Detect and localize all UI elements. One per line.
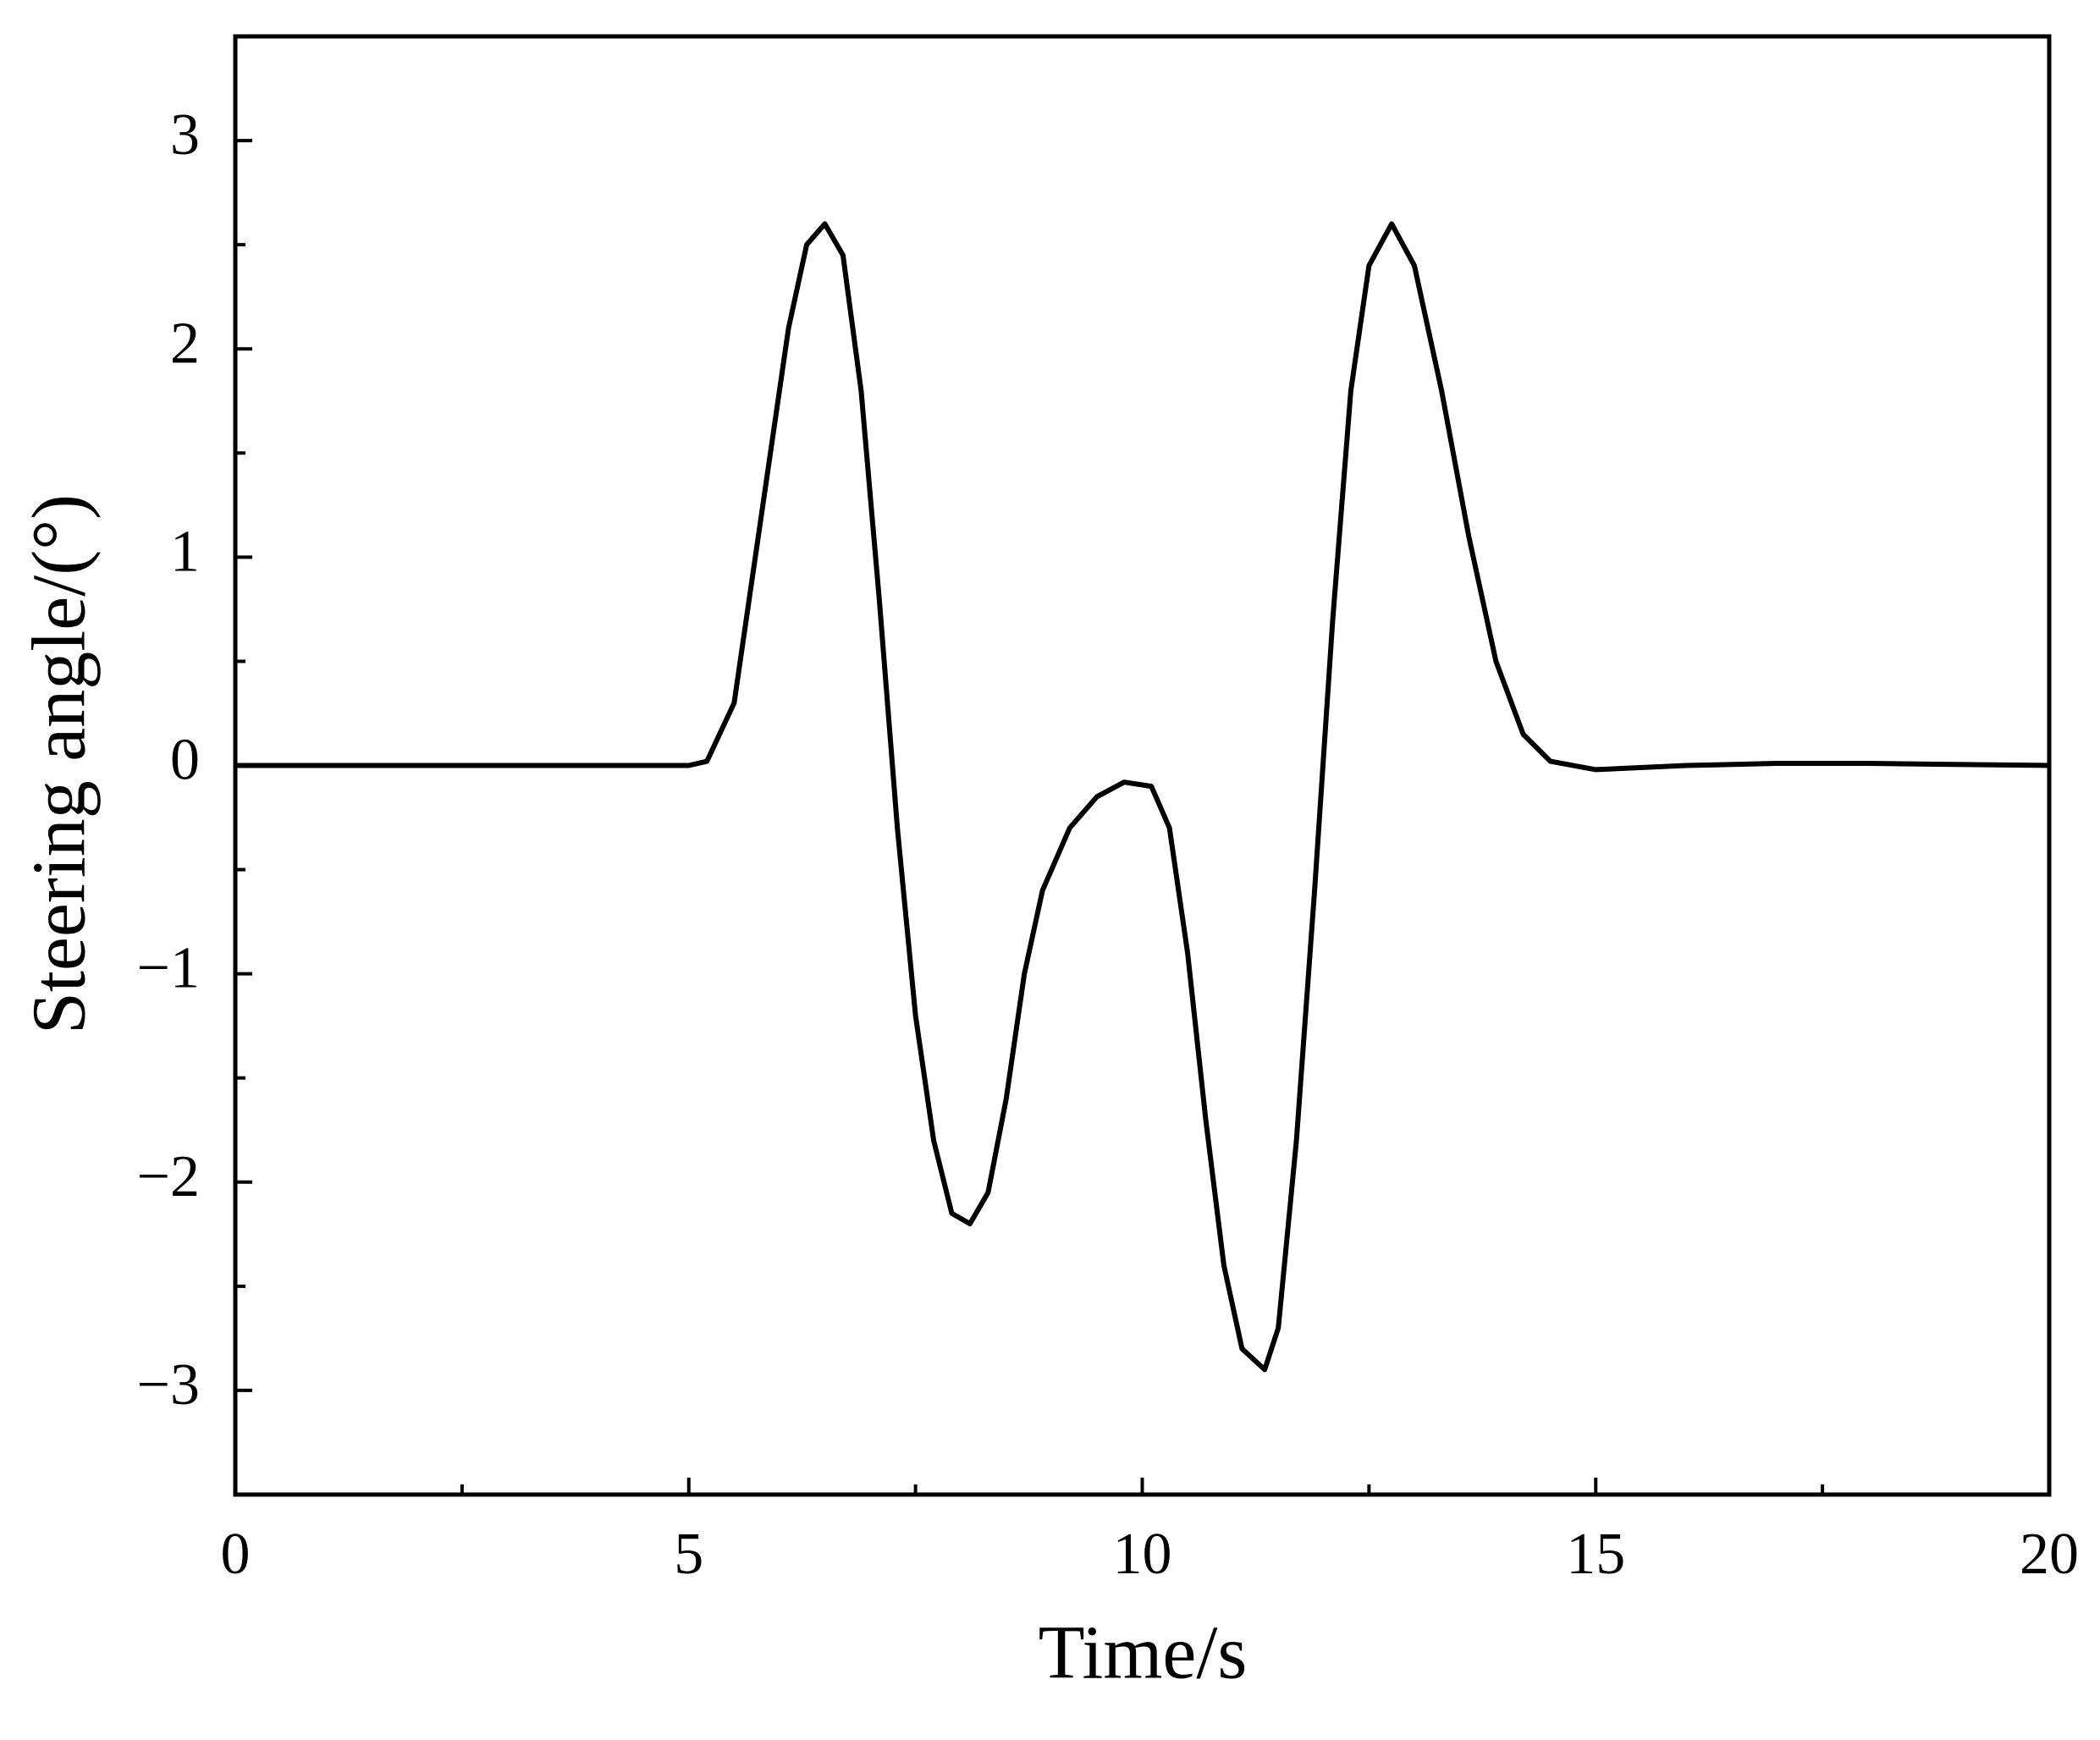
x-tick-label: 20 [2020, 1522, 2079, 1587]
y-tick-label: 1 [170, 519, 200, 584]
y-tick-label: 0 [170, 728, 200, 793]
x-tick-label: 15 [1566, 1522, 1625, 1587]
y-tick-label: −1 [137, 936, 200, 1001]
y-axis-label: Steering angle/(°) [18, 494, 102, 1034]
y-tick-label: −2 [137, 1144, 200, 1209]
x-tick-label: 10 [1113, 1522, 1172, 1587]
line-series [235, 221, 2050, 1373]
y-tick-label: 3 [170, 102, 200, 168]
x-axis-label: Time/s [1039, 1611, 1248, 1695]
y-tick-label: −3 [137, 1352, 200, 1418]
x-tick-label: 0 [221, 1522, 251, 1587]
y-tick-label: 2 [170, 311, 200, 376]
x-tick-label: 5 [674, 1522, 703, 1587]
